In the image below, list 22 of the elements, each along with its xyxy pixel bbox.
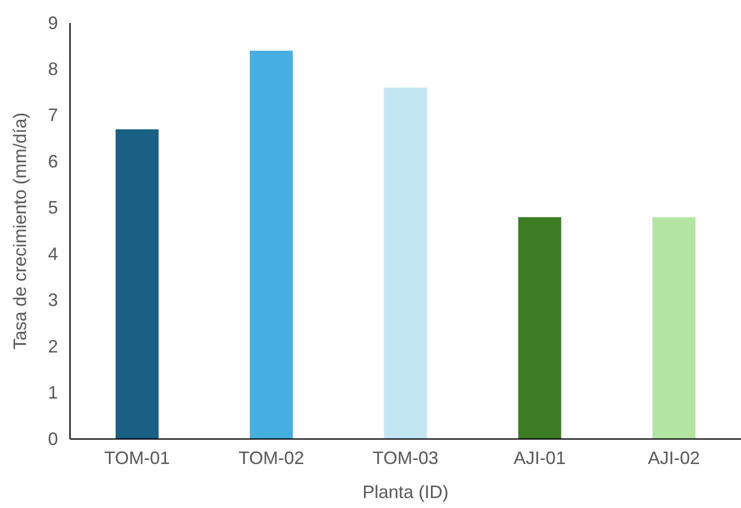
y-axis-title: Tasa de crecimiento (mm/día) bbox=[10, 112, 30, 350]
y-tick-label: 2 bbox=[48, 336, 58, 356]
bar bbox=[250, 50, 293, 439]
x-tick-label: AJI-02 bbox=[648, 448, 700, 468]
bar bbox=[518, 217, 562, 439]
x-tick-label: TOM-01 bbox=[104, 448, 170, 468]
y-tick-label: 8 bbox=[48, 58, 58, 79]
bar bbox=[652, 217, 696, 439]
x-axis-title: Planta (ID) bbox=[362, 482, 449, 502]
x-tick-label: AJI-01 bbox=[514, 448, 566, 468]
x-tick-label: TOM-02 bbox=[238, 448, 304, 468]
bar bbox=[384, 88, 427, 439]
bar bbox=[116, 129, 159, 439]
y-tick-label: 1 bbox=[48, 382, 58, 403]
x-tick-label: TOM-03 bbox=[372, 448, 438, 468]
y-tick-label: 0 bbox=[48, 428, 58, 449]
y-tick-label: 9 bbox=[48, 12, 58, 33]
y-tick-label: 4 bbox=[48, 244, 58, 264]
y-tick-label: 7 bbox=[48, 105, 58, 126]
y-tick-label: 3 bbox=[48, 290, 58, 310]
y-tick-label: 6 bbox=[48, 151, 58, 172]
y-tick-label: 5 bbox=[48, 198, 58, 218]
